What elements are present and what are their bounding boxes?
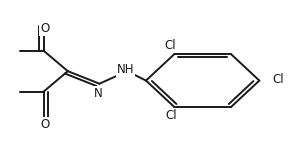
Text: O: O xyxy=(40,118,49,131)
Text: N: N xyxy=(94,87,102,100)
Text: Cl: Cl xyxy=(272,73,284,86)
Text: Cl: Cl xyxy=(164,39,176,52)
Text: O: O xyxy=(40,22,49,35)
Text: NH: NH xyxy=(117,63,134,76)
Text: Cl: Cl xyxy=(166,109,177,122)
